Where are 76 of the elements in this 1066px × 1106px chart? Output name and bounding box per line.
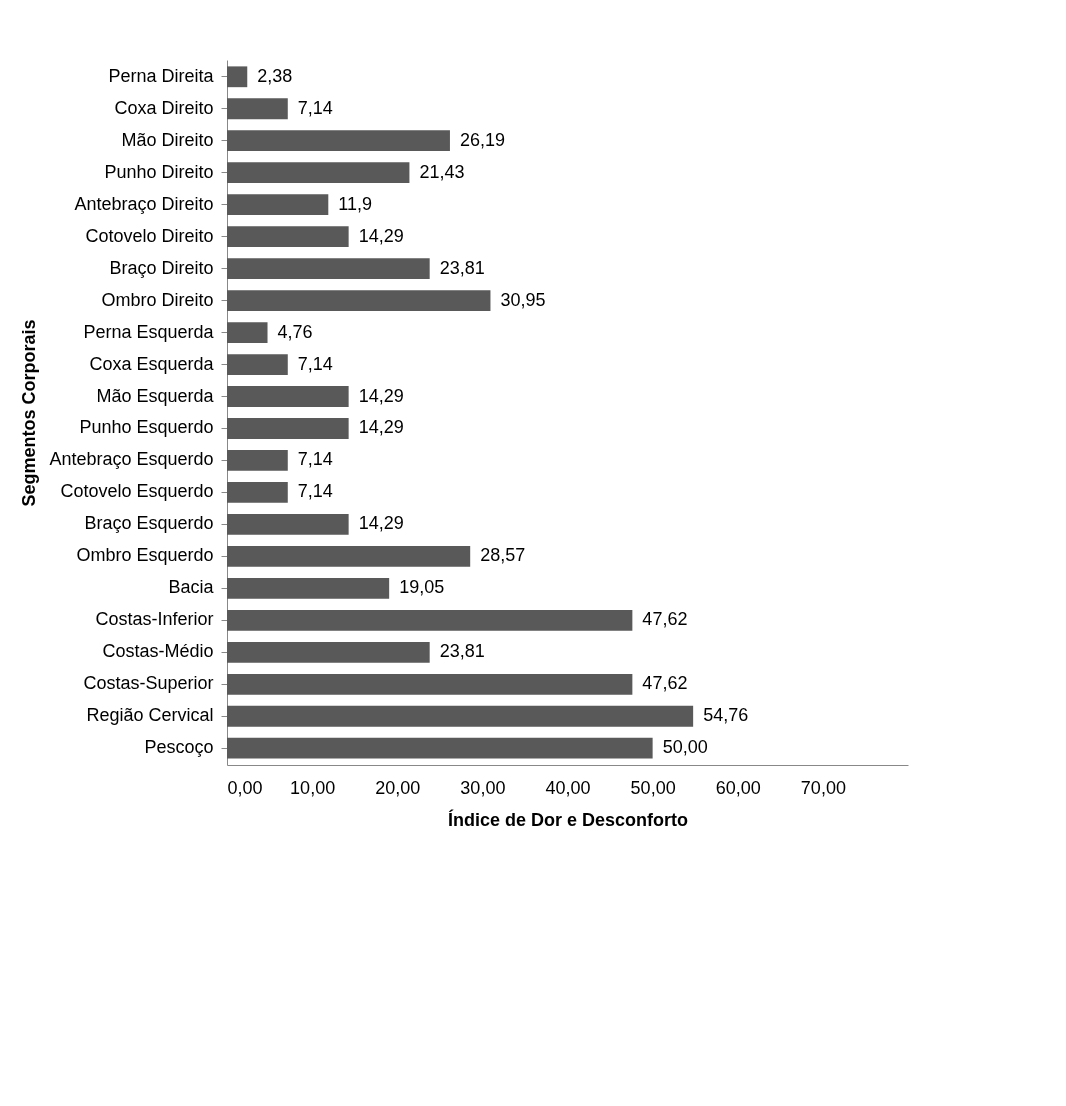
x-tick-label: 50,00 — [630, 777, 676, 798]
data-label: 47,62 — [642, 609, 688, 630]
bar — [227, 194, 329, 216]
y-tick-label: Punho Esquerdo — [79, 417, 214, 438]
data-label: 14,29 — [358, 225, 404, 246]
data-label: 47,62 — [642, 673, 688, 694]
y-tick-label: Coxa Esquerda — [89, 353, 215, 374]
y-tick-label: Mão Esquerda — [96, 385, 215, 406]
data-label: 50,00 — [662, 737, 708, 758]
x-tick-label: 60,00 — [715, 777, 761, 798]
bar — [227, 98, 288, 120]
y-tick-label: Costas-Inferior — [95, 609, 214, 630]
x-tick-label: 40,00 — [545, 777, 591, 798]
y-tick-label: Cotovelo Direito — [85, 225, 214, 246]
y-tick-label: Perna Direita — [108, 65, 215, 86]
data-label: 21,43 — [419, 161, 465, 182]
data-label: 7,14 — [297, 481, 333, 502]
bar — [227, 673, 633, 695]
y-tick-label: Braço Direito — [109, 257, 214, 278]
y-tick-label: Ombro Direito — [101, 289, 214, 310]
data-label: 4,76 — [277, 321, 313, 342]
data-label: 23,81 — [439, 257, 485, 278]
bar — [227, 545, 471, 567]
data-label: 14,29 — [358, 385, 404, 406]
y-axis-title: Segmentos Corporais — [19, 319, 40, 507]
y-tick-label: Pescoço — [144, 737, 214, 758]
data-label: 26,19 — [459, 129, 505, 150]
y-tick-label: Costas-Superior — [83, 673, 214, 694]
x-axis-title: Índice de Dor e Desconforto — [447, 808, 689, 830]
data-label: 7,14 — [297, 353, 333, 374]
bar — [227, 258, 430, 280]
bar — [227, 577, 390, 599]
y-tick-label: Antebraço Direito — [74, 193, 214, 214]
bar — [227, 162, 410, 184]
x-tick-label: 30,00 — [460, 777, 506, 798]
x-tick-label: 0,00 — [227, 777, 263, 798]
y-tick-label: Mão Direito — [121, 129, 214, 150]
data-label: 7,14 — [297, 97, 333, 118]
data-label: 7,14 — [297, 449, 333, 470]
bar — [227, 386, 349, 407]
x-tick-label: 10,00 — [290, 777, 336, 798]
bar — [227, 641, 430, 663]
bar — [227, 418, 349, 439]
bar — [227, 514, 349, 535]
data-label: 23,81 — [439, 641, 485, 662]
y-tick-label: Cotovelo Esquerdo — [60, 481, 214, 502]
y-tick-label: Ombro Esquerdo — [76, 545, 214, 566]
data-label: 28,57 — [480, 545, 526, 566]
bar — [227, 705, 694, 727]
y-tick-label: Antebraço Esquerdo — [49, 449, 214, 470]
y-tick-label: Coxa Direito — [114, 97, 214, 118]
x-tick-label: 70,00 — [800, 777, 846, 798]
data-label: 54,76 — [703, 705, 749, 726]
y-tick-label: Punho Direito — [104, 161, 214, 182]
bar — [227, 737, 653, 759]
data-label: 30,95 — [500, 289, 546, 310]
data-label: 14,29 — [358, 417, 404, 438]
bar — [227, 66, 248, 88]
bar — [227, 450, 288, 471]
data-label: 2,38 — [257, 65, 293, 86]
bar — [227, 354, 288, 375]
x-tick-label: 20,00 — [375, 777, 421, 798]
data-label: 19,05 — [399, 577, 445, 598]
bar — [227, 290, 491, 311]
y-tick-label: Perna Esquerda — [83, 321, 215, 342]
y-tick-label: Costas-Médio — [102, 641, 214, 662]
bar — [227, 482, 288, 503]
bar — [227, 226, 349, 248]
bar — [227, 322, 268, 343]
y-tick-label: Bacia — [168, 577, 215, 598]
data-label: 11,9 — [338, 193, 372, 214]
data-label: 14,29 — [358, 513, 404, 534]
y-tick-label: Região Cervical — [86, 705, 214, 726]
bar — [227, 130, 450, 152]
bar — [227, 609, 633, 631]
y-tick-label: Braço Esquerdo — [84, 513, 214, 534]
